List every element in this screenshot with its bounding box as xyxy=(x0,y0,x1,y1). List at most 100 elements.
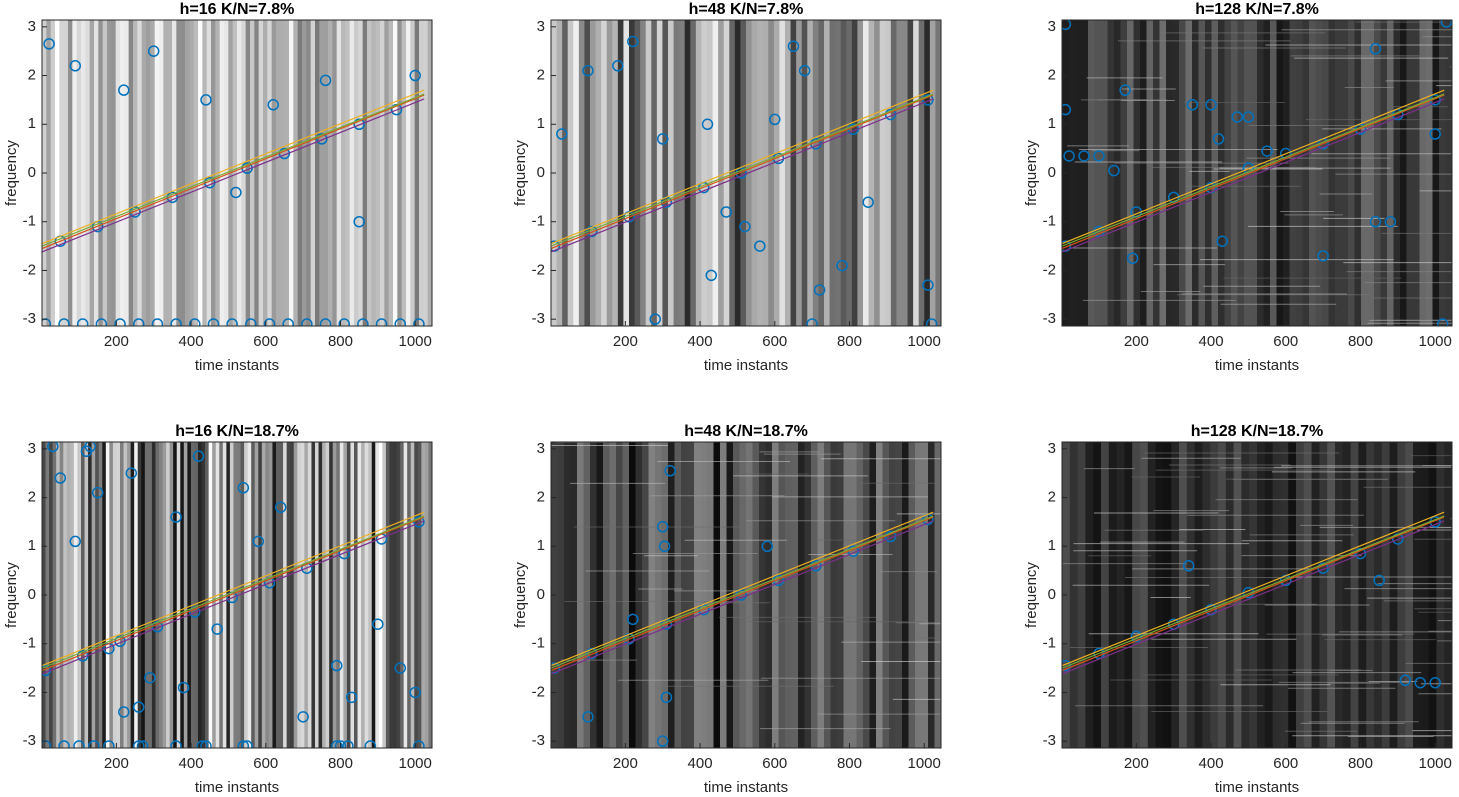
marker xyxy=(319,74,332,87)
spectrogram-stripe xyxy=(396,442,401,748)
spectrogram-stripe xyxy=(817,442,825,748)
spectrogram-stripe xyxy=(258,20,264,326)
spectrogram-stripe xyxy=(846,20,853,326)
marker xyxy=(211,623,223,635)
spectrogram-stripe xyxy=(130,442,135,748)
spectrogram-stripe xyxy=(1133,20,1141,326)
spectrogram-stripe xyxy=(276,442,281,748)
spectrogram-stripe xyxy=(162,442,167,748)
spectrogram-stripe xyxy=(105,442,110,748)
marker xyxy=(129,206,141,218)
marker xyxy=(701,118,714,131)
spectrogram-stripe xyxy=(375,20,381,326)
spectrogram-stripe xyxy=(1420,442,1430,748)
spectrogram-stripe xyxy=(907,20,914,326)
x-tick-label: 200 xyxy=(104,333,129,350)
marker xyxy=(88,740,100,748)
spectrogram-stripe xyxy=(1085,442,1094,748)
line xyxy=(42,520,425,675)
marker xyxy=(282,318,294,326)
spectrogram-stripe xyxy=(1166,20,1174,326)
marker xyxy=(297,711,309,723)
spectrogram-stripe xyxy=(1132,442,1141,748)
spectrogram-stripe xyxy=(1432,20,1440,326)
y-tick-label: 3 xyxy=(28,18,36,35)
marker xyxy=(237,740,250,748)
marker xyxy=(338,318,350,326)
x-axis-label: time instants xyxy=(1215,779,1299,796)
spectrogram-stripe xyxy=(1361,20,1369,326)
spectrogram-stripe xyxy=(751,20,758,326)
plot-area xyxy=(1062,511,1445,689)
y-tick-label: -3 xyxy=(532,732,545,749)
spectrogram-stripe xyxy=(155,442,160,748)
marker xyxy=(656,521,669,533)
marker xyxy=(200,740,212,748)
x-tick-label: 600 xyxy=(762,333,787,350)
spectrogram-stripe xyxy=(759,442,767,748)
plot-area xyxy=(1062,20,1452,326)
plot-area xyxy=(42,442,425,748)
marker xyxy=(720,206,732,218)
spectrogram-stripe xyxy=(134,442,139,748)
x-tick-label: 400 xyxy=(1199,333,1224,350)
spectrogram-stripe xyxy=(229,442,235,748)
spectrogram-stripe xyxy=(1406,20,1414,326)
spectrogram-stripe xyxy=(102,20,108,326)
marker xyxy=(1440,20,1452,28)
plot-area xyxy=(551,35,938,326)
marker xyxy=(413,740,425,748)
spectrogram-stripe xyxy=(1171,442,1180,748)
spectrogram-stripe xyxy=(924,20,931,326)
spectrogram-stripe xyxy=(410,442,415,748)
spectrogram-stripe xyxy=(882,442,890,748)
marker xyxy=(1373,574,1385,587)
spectrogram-stripe xyxy=(837,442,845,748)
spectrogram-stripe xyxy=(1283,20,1291,326)
spectrogram-stripe xyxy=(393,442,398,748)
spectrogram-stripe xyxy=(1120,20,1128,326)
spectrogram-stripe xyxy=(241,20,247,326)
spectrogram-stripe xyxy=(757,20,764,326)
spectrogram-stripe xyxy=(297,20,303,326)
spectrogram-stripe xyxy=(151,442,157,748)
marker xyxy=(862,196,874,208)
marker xyxy=(658,540,671,553)
spectrogram-stripe xyxy=(1350,442,1359,748)
chart-title: h=128 K/N=18.7% xyxy=(1191,423,1324,440)
marker xyxy=(103,740,115,748)
line xyxy=(551,511,934,667)
spectrogram-stripe xyxy=(1081,20,1089,326)
x-tick-label: 600 xyxy=(762,755,787,772)
spectrogram-stripe xyxy=(1328,20,1336,326)
marker xyxy=(1126,252,1139,265)
spectrogram-stripe xyxy=(1296,20,1304,326)
spectrogram-stripe xyxy=(1335,442,1344,748)
marker xyxy=(177,681,190,694)
spectrogram-stripe xyxy=(265,442,270,748)
spectrogram-stripe xyxy=(336,442,341,748)
spectrogram-stripe xyxy=(1147,442,1157,748)
spectrogram-stripe xyxy=(120,20,125,326)
marker xyxy=(409,69,421,82)
chart-title: h=16 K/N=18.7% xyxy=(175,423,299,440)
spectrogram-stripe xyxy=(762,20,769,326)
spectrogram-stripe xyxy=(423,20,429,326)
spectrogram-stripe xyxy=(189,20,195,326)
spectrogram-stripe xyxy=(1354,20,1362,326)
spectrogram-stripe xyxy=(601,20,608,326)
spectrogram-stripe xyxy=(428,442,432,748)
spectrogram-stripe xyxy=(1302,20,1310,326)
spectrogram-stripe xyxy=(700,442,708,748)
spectrogram-stripe xyxy=(850,442,858,748)
spectrogram-stripe xyxy=(1366,442,1375,748)
marker xyxy=(353,215,365,228)
spectrogram-stripe xyxy=(173,442,178,748)
marker xyxy=(806,318,818,326)
spectrogram-stripe xyxy=(98,20,104,326)
subplot: -3 -2 -1 0 1 2 3 200 400 600 800 1000 h=128 K/N=18.7… xyxy=(1023,423,1453,796)
marker xyxy=(394,318,406,326)
spectrogram-stripe xyxy=(863,442,871,748)
spectrogram-stripe xyxy=(307,442,313,748)
spectrogram-stripe xyxy=(798,442,806,748)
